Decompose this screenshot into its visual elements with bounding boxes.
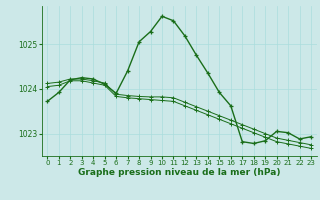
X-axis label: Graphe pression niveau de la mer (hPa): Graphe pression niveau de la mer (hPa) [78,168,280,177]
